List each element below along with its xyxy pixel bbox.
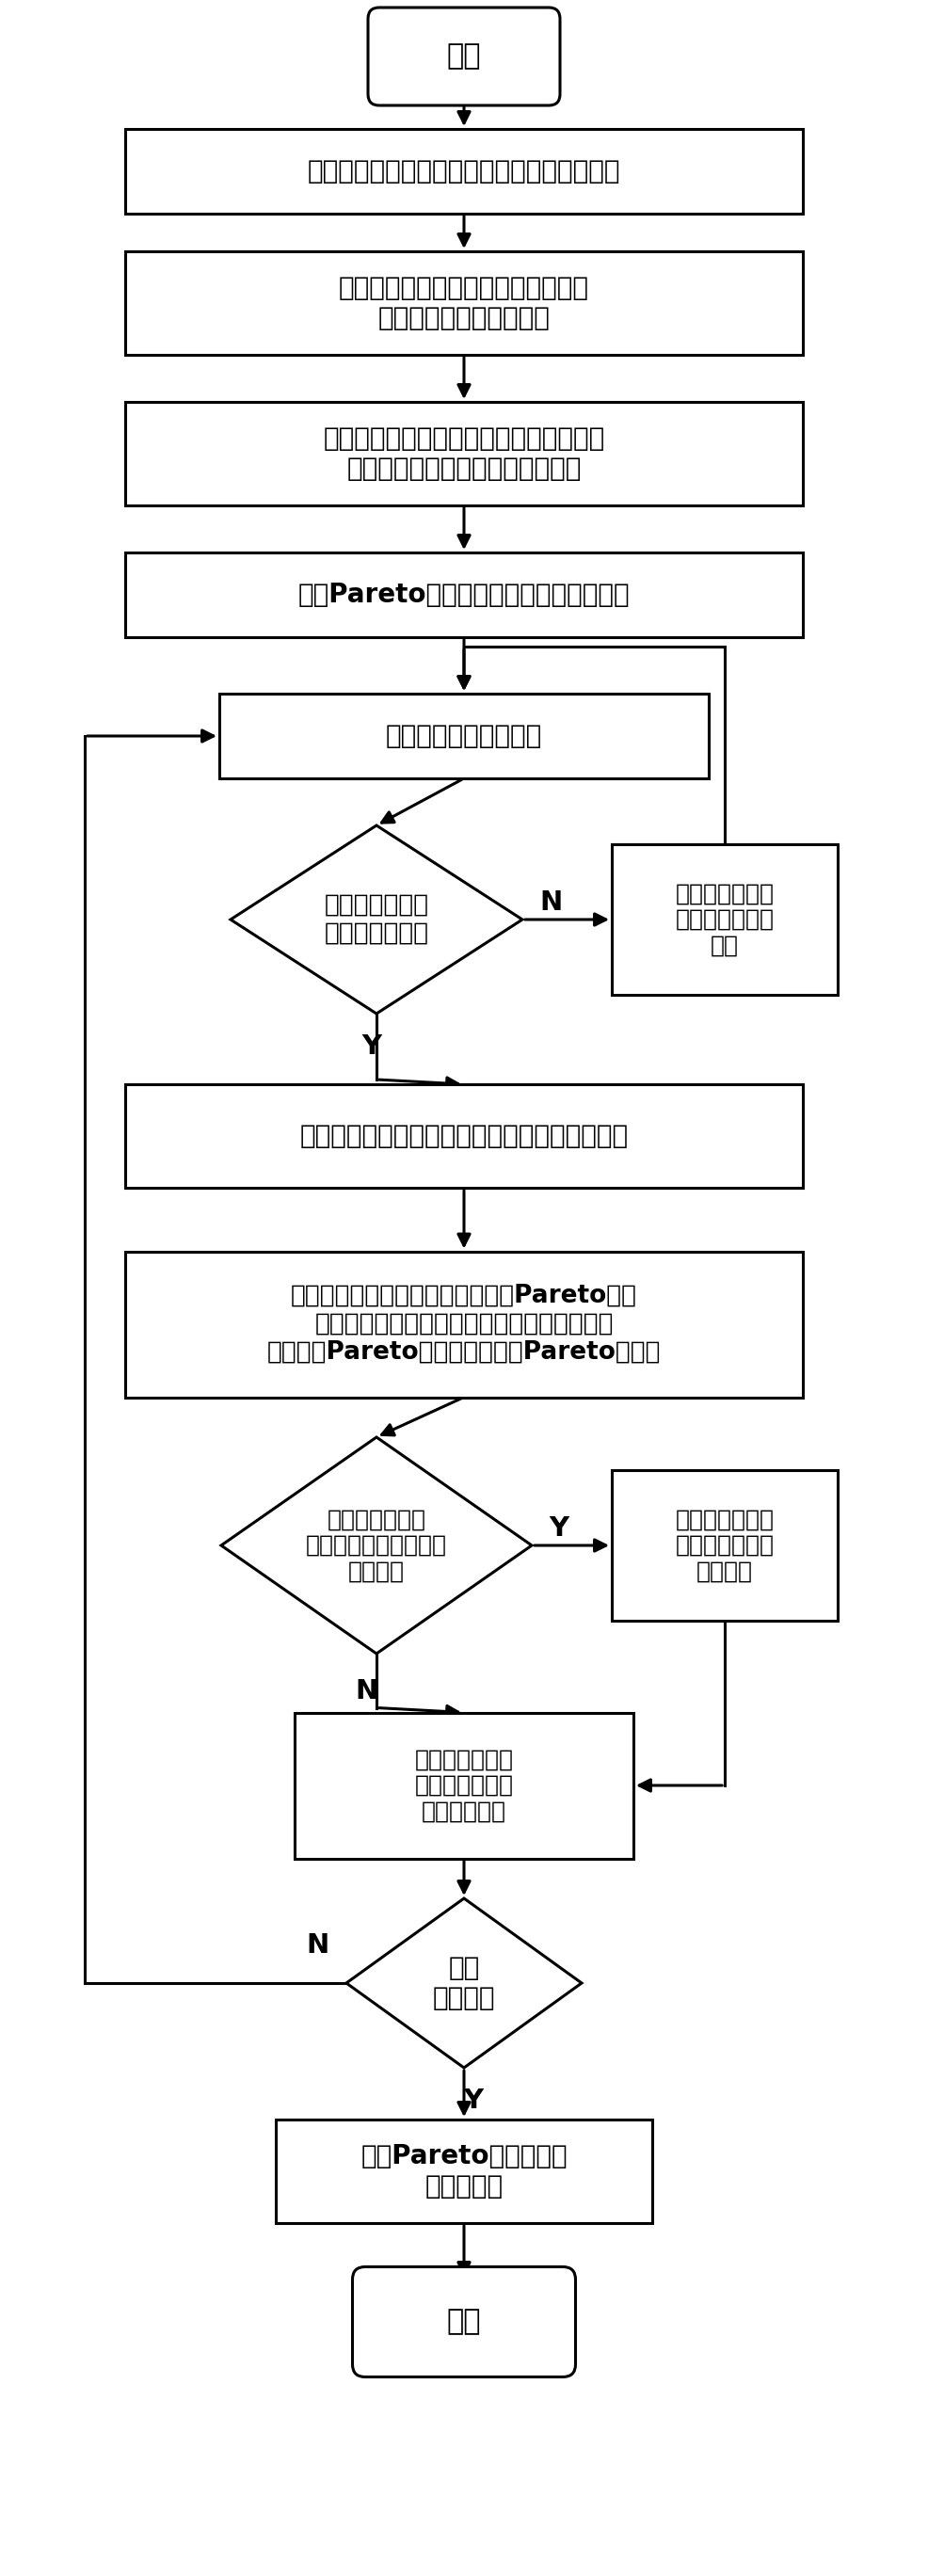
Text: 根据约束条件修
改粒子的位置与
速度: 根据约束条件修 改粒子的位置与 速度 <box>675 881 773 958</box>
Text: 重新计算粒子的适应度值，确定粒子的个体极值: 重新计算粒子的适应度值，确定粒子的个体极值 <box>300 1123 627 1149</box>
Text: Y: Y <box>548 1515 568 1540</box>
Bar <box>294 1713 633 1857</box>
Bar <box>219 693 708 778</box>
Bar <box>125 1084 802 1188</box>
Polygon shape <box>346 1899 581 2069</box>
Text: 根据约束条件修改粒子的速度和位置，并
根据目标函数计算粒子的适应度值: 根据约束条件修改粒子的速度和位置，并 根据目标函数计算粒子的适应度值 <box>323 425 604 482</box>
Text: 输入微电网的系统组成、结构参数和模型参数: 输入微电网的系统组成、结构参数和模型参数 <box>307 157 620 185</box>
Text: 更新粒子的速度与位置: 更新粒子的速度与位置 <box>385 724 542 750</box>
Text: N: N <box>306 1932 329 1958</box>
Text: 确定Pareto最优解，并存入外部存档集合: 确定Pareto最优解，并存入外部存档集合 <box>298 582 629 608</box>
Polygon shape <box>230 824 522 1012</box>
Bar <box>125 252 802 355</box>
Text: 输出Pareto最优解，并
确定最终解: 输出Pareto最优解，并 确定最终解 <box>360 2143 567 2200</box>
Bar <box>612 1471 837 1620</box>
Text: 结束: 结束 <box>446 2308 481 2336</box>
Text: 达到
迭代次数: 达到 迭代次数 <box>432 1955 495 2012</box>
Text: 外部集合中用轮
盘赌法选择粒子
的全局最优解: 外部集合中用轮 盘赌法选择粒子 的全局最优解 <box>414 1749 513 1824</box>
Text: 外部存档集合中
最优解的数量是否超过
规定容量: 外部存档集合中 最优解的数量是否超过 规定容量 <box>305 1507 446 1582</box>
Text: Y: Y <box>362 1033 381 1059</box>
Text: 根据粒子的适应度值，确定粒子的Pareto最优
解，将其合并入外部存档集合，找出外部存档
集合中的Pareto最优解，清除非Pareto最优解: 根据粒子的适应度值，确定粒子的Pareto最优 解，将其合并入外部存档集合，找出… <box>266 1283 660 1365</box>
FancyBboxPatch shape <box>352 2267 575 2378</box>
Bar <box>125 402 802 505</box>
Bar <box>125 129 802 214</box>
Text: 更新后的粒子是
否满足约束条件: 更新后的粒子是 否满足约束条件 <box>324 894 429 945</box>
Bar <box>276 2120 651 2223</box>
Text: 开始: 开始 <box>446 44 481 70</box>
Bar <box>125 551 802 636</box>
Bar <box>612 845 837 994</box>
Text: 根据拥挤距离对
外部集合中解集
进行裁剪: 根据拥挤距离对 外部集合中解集 进行裁剪 <box>675 1507 773 1582</box>
Polygon shape <box>221 1437 531 1654</box>
Text: Y: Y <box>463 2087 483 2115</box>
FancyBboxPatch shape <box>367 8 560 106</box>
Text: 确定多目标粒子群算法的基本参数，
初始化粒子的位置和速度: 确定多目标粒子群算法的基本参数， 初始化粒子的位置和速度 <box>339 276 588 332</box>
Bar <box>125 1252 802 1396</box>
Text: N: N <box>355 1677 378 1705</box>
Text: N: N <box>539 889 561 914</box>
